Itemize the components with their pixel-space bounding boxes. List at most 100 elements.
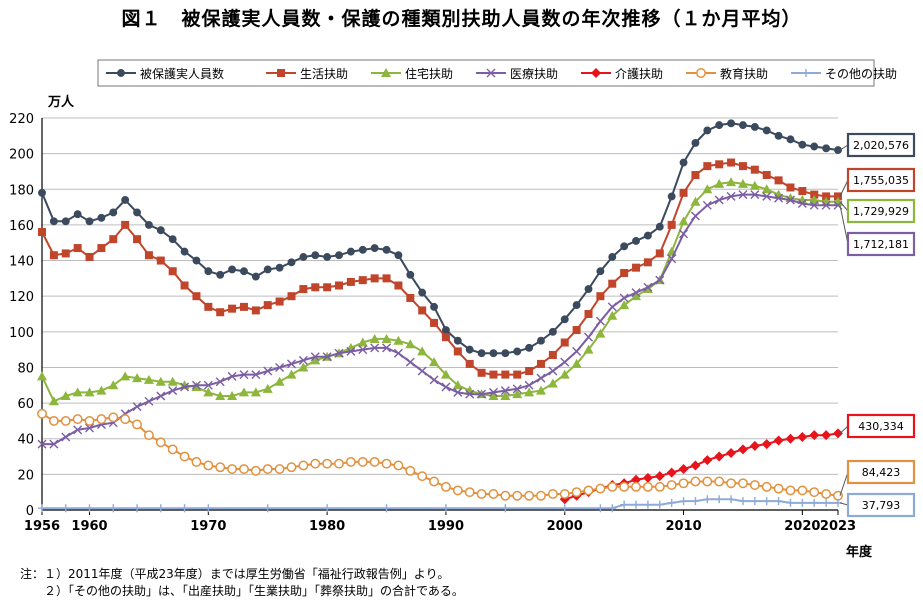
data-point-s1: [335, 281, 344, 290]
data-point-s2: [440, 369, 451, 379]
data-point-s1: [97, 244, 106, 253]
callout-label: 1,712,181: [853, 238, 909, 251]
data-point-s6: [560, 504, 569, 513]
data-point-s1: [596, 292, 605, 301]
data-point-s0: [240, 267, 248, 276]
data-point-s4: [821, 430, 832, 441]
data-point-s1: [192, 292, 201, 301]
data-point-s0: [382, 245, 391, 254]
y-tick-label: 180: [9, 183, 34, 198]
data-point-s5: [37, 408, 47, 419]
data-point-s3: [584, 332, 594, 342]
data-point-s0: [489, 349, 498, 358]
data-point-s6: [38, 504, 46, 513]
data-point-s2: [274, 376, 285, 386]
legend-marker-2: [381, 68, 391, 77]
legend-marker-3: [486, 68, 496, 78]
data-point-s6: [382, 504, 391, 513]
data-point-s2: [298, 362, 309, 372]
data-point-s0: [61, 217, 70, 226]
data-point-s3: [762, 191, 772, 201]
data-point-s5: [631, 481, 641, 492]
data-point-s5: [726, 478, 737, 489]
data-point-s1: [323, 283, 332, 292]
callout-box: [846, 413, 916, 439]
data-point-s3: [679, 229, 689, 239]
data-point-s5: [452, 485, 463, 496]
data-point-s3: [821, 200, 831, 210]
data-point-s2: [96, 385, 107, 395]
data-point-s3: [227, 371, 237, 381]
data-point-s3: [334, 348, 344, 358]
data-point-s5: [536, 490, 546, 501]
data-point-s2: [250, 387, 261, 397]
data-point-s4: [690, 460, 701, 471]
data-point-s0: [727, 119, 736, 128]
data-point-s0: [655, 222, 664, 231]
data-point-s3: [263, 366, 273, 376]
data-point-s2: [37, 371, 47, 381]
data-point-s1: [406, 293, 415, 302]
legend-label-1: 生活扶助: [300, 66, 348, 81]
footnote-1: 注：１）2011年度（平成23年度）までは厚生労働省「福祉行政報告例」より。: [20, 567, 450, 581]
legend-marker-6: [802, 69, 810, 77]
x-tick-label: 2020: [784, 519, 820, 534]
data-point-s3: [572, 346, 582, 356]
data-point-s0: [572, 301, 581, 310]
data-point-s0: [133, 208, 141, 217]
legend-label-5: 教育扶助: [720, 66, 768, 81]
data-point-s6: [798, 498, 807, 507]
data-point-s5: [155, 437, 166, 448]
data-point-s6: [762, 497, 771, 506]
data-point-s0: [560, 315, 569, 324]
data-point-s2: [761, 184, 772, 194]
data-point-s5: [464, 487, 475, 498]
data-point-s1: [501, 370, 510, 379]
data-point-s0: [679, 158, 688, 167]
data-point-s1: [204, 302, 213, 311]
data-point-s3: [465, 389, 475, 399]
data-point-s1: [287, 292, 296, 301]
data-point-s6: [156, 504, 165, 513]
data-point-s4: [797, 431, 808, 442]
data-point-s1: [228, 304, 237, 313]
x-tick-label: 2010: [665, 519, 701, 534]
data-point-s2: [417, 346, 428, 356]
data-point-s5: [72, 414, 83, 425]
callout-leader: [839, 179, 849, 197]
data-point-s3: [714, 195, 724, 205]
data-point-s5: [488, 489, 499, 499]
data-point-s0: [703, 126, 712, 135]
callout-leader: [839, 201, 849, 212]
data-point-s1: [691, 171, 700, 180]
data-point-s6: [679, 497, 688, 506]
data-point-s5: [334, 458, 344, 469]
data-point-s3: [690, 211, 700, 221]
legend-label-0: 被保護実人員数: [140, 66, 224, 81]
data-point-s2: [108, 380, 119, 390]
data-point-s5: [203, 460, 214, 471]
data-point-s1: [453, 347, 462, 356]
data-point-s3: [37, 439, 47, 449]
data-point-s0: [691, 138, 700, 147]
data-point-s1: [715, 160, 724, 169]
data-point-s3: [203, 380, 213, 390]
legend-marker-4: [591, 68, 601, 78]
data-point-s3: [370, 343, 380, 353]
data-point-s1: [144, 251, 153, 260]
data-point-s1: [156, 256, 165, 265]
data-point-s4: [809, 430, 820, 441]
data-point-s5: [809, 487, 820, 498]
data-point-s6: [204, 504, 213, 513]
data-point-s2: [749, 180, 760, 190]
data-point-s1: [275, 297, 284, 306]
data-point-s3: [655, 275, 665, 285]
data-point-s6: [441, 504, 450, 513]
data-point-s2: [381, 333, 392, 343]
data-point-s1: [263, 301, 272, 310]
data-point-s5: [440, 481, 451, 492]
data-point-s6: [85, 504, 94, 513]
data-point-s2: [607, 310, 618, 320]
data-point-s2: [60, 390, 71, 400]
data-point-s2: [310, 355, 321, 365]
